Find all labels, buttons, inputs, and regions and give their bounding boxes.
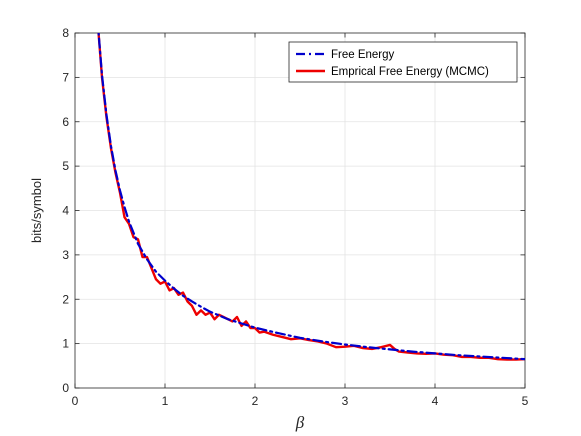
- grid: [75, 33, 525, 388]
- series-layer: [97, 33, 525, 361]
- x-tick-label: 2: [252, 394, 259, 408]
- y-tick-label: 3: [62, 248, 69, 262]
- series-free-energy-line: [97, 33, 525, 361]
- legend-box: [288, 41, 518, 83]
- y-tick-label: 4: [62, 204, 69, 218]
- y-tick-label: 5: [62, 159, 69, 173]
- y-axis-label: bits/symbol: [29, 178, 44, 243]
- x-tick-label: 1: [162, 394, 169, 408]
- x-tick-label: 5: [522, 394, 529, 408]
- y-tick-label: 0: [62, 381, 69, 395]
- y-tick-label: 1: [62, 337, 69, 351]
- legend: Free Energy Emprical Free Energy (MCMC): [288, 41, 518, 83]
- y-tick-label: 8: [62, 26, 69, 40]
- x-tick-label: 0: [72, 394, 79, 408]
- y-tick-label: 6: [62, 115, 69, 129]
- x-tick-label: 3: [342, 394, 349, 408]
- y-tick-label: 2: [62, 292, 69, 306]
- y-tick-label: 7: [62, 70, 69, 84]
- ticks: 0 1 2 3 4 5 0 1 2 3 4 5 6 7 8: [62, 26, 528, 408]
- legend-label-empirical-free-energy: Emprical Free Energy (MCMC): [331, 66, 489, 78]
- x-axis-label: β: [295, 413, 305, 432]
- legend-label-free-energy: Free Energy: [331, 49, 395, 61]
- x-tick-label: 4: [432, 394, 439, 408]
